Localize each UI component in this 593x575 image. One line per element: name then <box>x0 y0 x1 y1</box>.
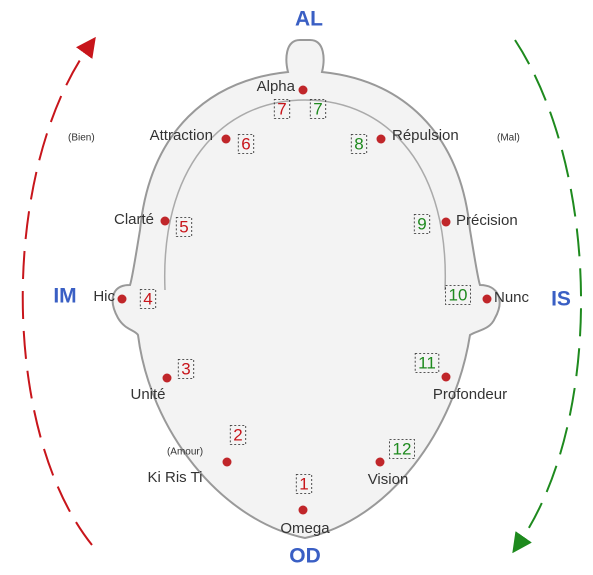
point-note: (Mal) <box>497 133 520 144</box>
pole: IS <box>551 288 571 311</box>
point-label: Clarté <box>114 211 154 228</box>
dots <box>117 85 492 515</box>
number-box <box>414 353 440 373</box>
dot <box>298 85 308 95</box>
point-label: Répulsion <box>392 127 459 144</box>
dot <box>160 216 170 226</box>
number: 8 <box>354 134 363 153</box>
number: 7 <box>313 99 322 118</box>
pole: OD <box>289 545 321 568</box>
dot <box>376 134 386 144</box>
number-box <box>177 359 195 379</box>
dot <box>482 294 492 304</box>
number-box <box>273 99 291 119</box>
pole: AL <box>295 8 323 31</box>
point-label: Précision <box>456 212 518 229</box>
point-label: Hic <box>93 288 115 305</box>
number-box <box>309 99 327 119</box>
number-box <box>229 425 247 445</box>
point-label: Alpha <box>257 78 296 95</box>
point-label: Nunc <box>494 289 530 306</box>
number-box <box>175 217 193 237</box>
dot <box>375 457 385 467</box>
arrow-right <box>512 39 582 554</box>
point-label: Ki Ris Ti <box>147 469 202 486</box>
number: 11 <box>418 353 436 372</box>
pole: IM <box>53 285 76 308</box>
arrow-left <box>21 36 96 546</box>
point-label: Profondeur <box>433 386 507 403</box>
number-box <box>445 285 471 305</box>
number: 2 <box>233 425 242 444</box>
numbers: 7 7 6 8 5 9 4 10 3 11 2 12 1 <box>139 99 471 494</box>
number-box <box>350 134 368 154</box>
point-label: Omega <box>280 520 330 537</box>
point-note: (Bien) <box>68 133 95 144</box>
dot <box>222 457 232 467</box>
number: 1 <box>299 474 308 493</box>
dot <box>221 134 231 144</box>
number-box <box>413 214 431 234</box>
dot <box>298 505 308 515</box>
dot <box>441 217 451 227</box>
dot <box>117 294 127 304</box>
number: 6 <box>241 134 250 153</box>
number: 10 <box>449 285 468 304</box>
point-label: Vision <box>368 471 409 488</box>
point-label: Unité <box>130 386 165 403</box>
number: 4 <box>143 289 152 308</box>
brain-outline <box>164 99 446 291</box>
number: 5 <box>179 217 188 236</box>
point-note: (Amour) <box>167 447 203 458</box>
number-box <box>237 134 255 154</box>
dot <box>441 372 451 382</box>
point-label: Attraction <box>150 127 213 144</box>
number-box <box>139 289 157 309</box>
number: 3 <box>181 359 190 378</box>
number-box <box>295 474 313 494</box>
head-outline <box>111 39 501 540</box>
number: 12 <box>393 439 412 458</box>
number-box <box>389 439 415 459</box>
number: 9 <box>417 214 426 233</box>
number: 7 <box>277 99 286 118</box>
dot <box>162 373 172 383</box>
